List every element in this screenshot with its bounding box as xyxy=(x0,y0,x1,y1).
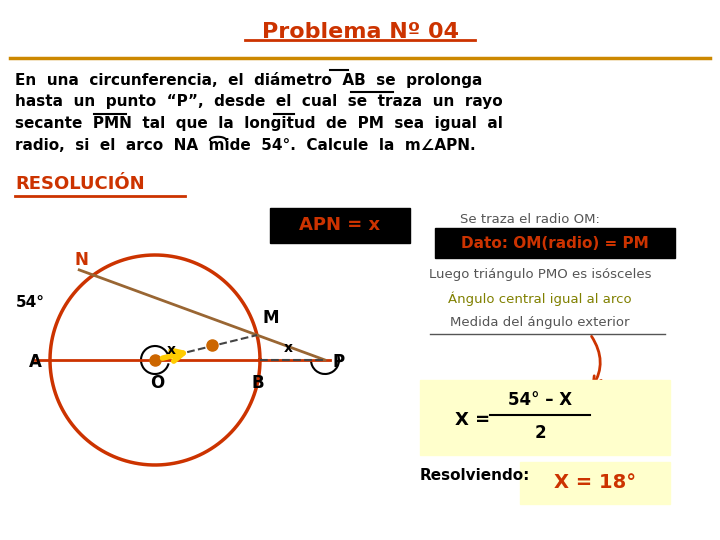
Text: 54°: 54° xyxy=(16,295,45,310)
Text: Luego triángulo PMO es isósceles: Luego triángulo PMO es isósceles xyxy=(428,268,652,281)
Text: x: x xyxy=(166,343,176,357)
Text: Ángulo central igual al arco: Ángulo central igual al arco xyxy=(448,292,632,307)
Text: RESOLUCIÓN: RESOLUCIÓN xyxy=(15,175,145,193)
Text: X =: X = xyxy=(455,411,490,429)
Text: B: B xyxy=(252,374,264,392)
Text: N: N xyxy=(74,251,89,269)
Text: 2: 2 xyxy=(534,424,546,442)
Text: X = 18°: X = 18° xyxy=(554,474,636,492)
Text: secante  PMN  tal  que  la  longitud  de  PM  sea  igual  al: secante PMN tal que la longitud de PM se… xyxy=(15,116,503,131)
Text: A: A xyxy=(29,353,42,371)
Text: Dato: OM(radio) = PM: Dato: OM(radio) = PM xyxy=(461,235,649,251)
Text: Se traza el radio OM:: Se traza el radio OM: xyxy=(460,213,600,226)
Bar xyxy=(270,208,410,243)
Bar xyxy=(435,228,675,258)
Text: APN = x: APN = x xyxy=(300,216,381,234)
FancyArrowPatch shape xyxy=(592,336,601,385)
Text: Medida del ángulo exterior: Medida del ángulo exterior xyxy=(450,316,630,329)
Text: radio,  si  el  arco  NA  mide  54°.  Calcule  la  m∠APN.: radio, si el arco NA mide 54°. Calcule l… xyxy=(15,138,476,153)
Text: En  una  circunferencia,  el  diámetro  AB  se  prolonga: En una circunferencia, el diámetro AB se… xyxy=(15,72,482,88)
Bar xyxy=(520,462,670,504)
Bar xyxy=(420,380,670,455)
Text: Problema Nº 04: Problema Nº 04 xyxy=(261,22,459,42)
Text: P: P xyxy=(333,353,345,371)
Text: Resolviendo:: Resolviendo: xyxy=(420,468,531,483)
Text: x: x xyxy=(284,341,292,355)
Text: M: M xyxy=(263,309,279,327)
Text: O: O xyxy=(150,374,164,392)
Text: 54° – X: 54° – X xyxy=(508,391,572,409)
Text: hasta  un  punto  “P”,  desde  el  cual  se  traza  un  rayo: hasta un punto “P”, desde el cual se tra… xyxy=(15,94,503,109)
